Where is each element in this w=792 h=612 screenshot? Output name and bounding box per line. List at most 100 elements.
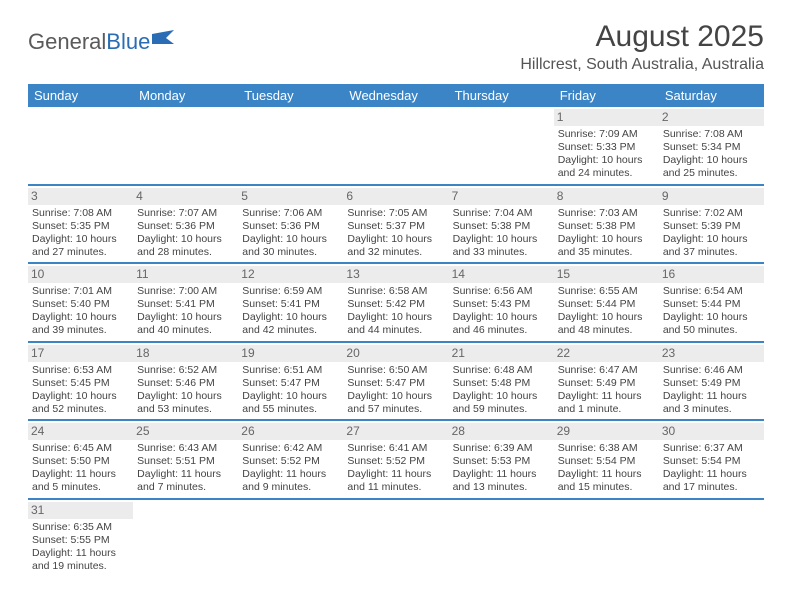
day-header-cell: Wednesday — [343, 84, 448, 107]
cell-line: Daylight: 10 hours — [453, 311, 550, 324]
calendar-cell: 31Sunrise: 6:35 AMSunset: 5:55 PMDayligh… — [28, 500, 133, 577]
cell-line: Sunset: 5:47 PM — [347, 377, 444, 390]
calendar-cell: 23Sunrise: 6:46 AMSunset: 5:49 PMDayligh… — [659, 343, 764, 420]
cell-line: Sunrise: 6:47 AM — [558, 364, 655, 377]
cell-line: Sunrise: 6:54 AM — [663, 285, 760, 298]
day-number: 22 — [554, 345, 659, 362]
week-row: 1 Sunrise: 7:09 AMSunset: 5:33 PMDaylight… — [28, 107, 764, 186]
cell-line: Daylight: 10 hours — [242, 311, 339, 324]
cell-line: and 40 minutes. — [137, 324, 234, 337]
calendar-cell: 5Sunrise: 7:06 AMSunset: 5:36 PMDaylight… — [238, 186, 343, 263]
cell-line: Sunrise: 6:51 AM — [242, 364, 339, 377]
cell-line: Sunset: 5:38 PM — [453, 220, 550, 233]
page-title: August 2025 — [520, 20, 764, 54]
calendar-cell: 26Sunrise: 6:42 AMSunset: 5:52 PMDayligh… — [238, 421, 343, 498]
cell-line: and 13 minutes. — [453, 481, 550, 494]
day-number: 14 — [449, 266, 554, 283]
cell-line: Daylight: 10 hours — [663, 233, 760, 246]
calendar-cell: 9Sunrise: 7:02 AMSunset: 5:39 PMDaylight… — [659, 186, 764, 263]
cell-line: Sunrise: 6:35 AM — [32, 521, 129, 534]
cell-line: Sunrise: 6:56 AM — [453, 285, 550, 298]
week-row: 17Sunrise: 6:53 AMSunset: 5:45 PMDayligh… — [28, 343, 764, 422]
cell-line: Sunset: 5:36 PM — [137, 220, 234, 233]
cell-line: Daylight: 10 hours — [137, 233, 234, 246]
calendar-cell — [449, 107, 554, 184]
cell-line: Sunset: 5:46 PM — [137, 377, 234, 390]
cell-line: Sunset: 5:33 PM — [558, 141, 655, 154]
day-number: 25 — [133, 423, 238, 440]
calendar-cell: 14Sunrise: 6:56 AMSunset: 5:43 PMDayligh… — [449, 264, 554, 341]
cell-line: Sunset: 5:44 PM — [663, 298, 760, 311]
cell-line: Daylight: 10 hours — [32, 390, 129, 403]
calendar-cell — [28, 107, 133, 184]
cell-line: Sunrise: 6:38 AM — [558, 442, 655, 455]
cell-line: and 52 minutes. — [32, 403, 129, 416]
day-header-cell: Saturday — [659, 84, 764, 107]
cell-line: Sunset: 5:44 PM — [558, 298, 655, 311]
cell-line: Daylight: 10 hours — [242, 390, 339, 403]
cell-line: Sunrise: 7:00 AM — [137, 285, 234, 298]
day-number: 2 — [659, 109, 764, 126]
calendar-cell — [343, 500, 448, 577]
cell-line: Daylight: 11 hours — [558, 468, 655, 481]
calendar-cell: 28Sunrise: 6:39 AMSunset: 5:53 PMDayligh… — [449, 421, 554, 498]
cell-line: and 33 minutes. — [453, 246, 550, 259]
calendar-cell: 20Sunrise: 6:50 AMSunset: 5:47 PMDayligh… — [343, 343, 448, 420]
calendar-cell: 25Sunrise: 6:43 AMSunset: 5:51 PMDayligh… — [133, 421, 238, 498]
cell-line: Daylight: 10 hours — [558, 311, 655, 324]
day-number: 1 — [554, 109, 659, 126]
calendar-cell — [238, 500, 343, 577]
week-row: 3Sunrise: 7:08 AMSunset: 5:35 PMDaylight… — [28, 186, 764, 265]
calendar-cell: 11Sunrise: 7:00 AMSunset: 5:41 PMDayligh… — [133, 264, 238, 341]
cell-line: Sunset: 5:39 PM — [663, 220, 760, 233]
calendar-cell: 10Sunrise: 7:01 AMSunset: 5:40 PMDayligh… — [28, 264, 133, 341]
cell-line: Sunrise: 6:58 AM — [347, 285, 444, 298]
cell-line: Sunrise: 7:09 AM — [558, 128, 655, 141]
calendar-cell — [133, 500, 238, 577]
cell-line: Daylight: 10 hours — [663, 311, 760, 324]
day-number: 10 — [28, 266, 133, 283]
cell-line: Daylight: 10 hours — [347, 390, 444, 403]
cell-line: Sunset: 5:48 PM — [453, 377, 550, 390]
day-header-cell: Sunday — [28, 84, 133, 107]
cell-line: and 37 minutes. — [663, 246, 760, 259]
cell-line: Sunset: 5:49 PM — [558, 377, 655, 390]
week-row: 24Sunrise: 6:45 AMSunset: 5:50 PMDayligh… — [28, 421, 764, 500]
cell-line: Sunset: 5:42 PM — [347, 298, 444, 311]
cell-line: Daylight: 11 hours — [32, 547, 129, 560]
cell-line: Daylight: 10 hours — [242, 233, 339, 246]
cell-line: Daylight: 10 hours — [453, 390, 550, 403]
cell-line: Daylight: 10 hours — [347, 233, 444, 246]
day-number: 26 — [238, 423, 343, 440]
cell-line: Daylight: 10 hours — [137, 390, 234, 403]
cell-line: Sunset: 5:52 PM — [242, 455, 339, 468]
cell-line: Sunrise: 7:05 AM — [347, 207, 444, 220]
cell-line: Sunrise: 6:39 AM — [453, 442, 550, 455]
cell-line: Sunset: 5:52 PM — [347, 455, 444, 468]
cell-line: Daylight: 10 hours — [453, 233, 550, 246]
location: Hillcrest, South Australia, Australia — [520, 56, 764, 74]
day-number: 7 — [449, 188, 554, 205]
cell-line: and 15 minutes. — [558, 481, 655, 494]
cell-line: and 39 minutes. — [32, 324, 129, 337]
cell-line: and 57 minutes. — [347, 403, 444, 416]
cell-line: Sunset: 5:50 PM — [32, 455, 129, 468]
day-number: 11 — [133, 266, 238, 283]
cell-line: and 35 minutes. — [558, 246, 655, 259]
cell-line: Sunset: 5:34 PM — [663, 141, 760, 154]
cell-line: Sunrise: 6:50 AM — [347, 364, 444, 377]
day-number: 21 — [449, 345, 554, 362]
cell-line: Sunset: 5:54 PM — [558, 455, 655, 468]
cell-line: Sunset: 5:41 PM — [242, 298, 339, 311]
cell-line: Daylight: 10 hours — [558, 154, 655, 167]
cell-line: Daylight: 10 hours — [347, 311, 444, 324]
cell-line: Daylight: 11 hours — [32, 468, 129, 481]
day-number: 23 — [659, 345, 764, 362]
cell-line: Sunrise: 6:41 AM — [347, 442, 444, 455]
cell-line: Daylight: 10 hours — [137, 311, 234, 324]
cell-line: Daylight: 11 hours — [663, 468, 760, 481]
day-number: 29 — [554, 423, 659, 440]
cell-line: Daylight: 11 hours — [663, 390, 760, 403]
cell-line: and 48 minutes. — [558, 324, 655, 337]
cell-line: Sunrise: 7:04 AM — [453, 207, 550, 220]
